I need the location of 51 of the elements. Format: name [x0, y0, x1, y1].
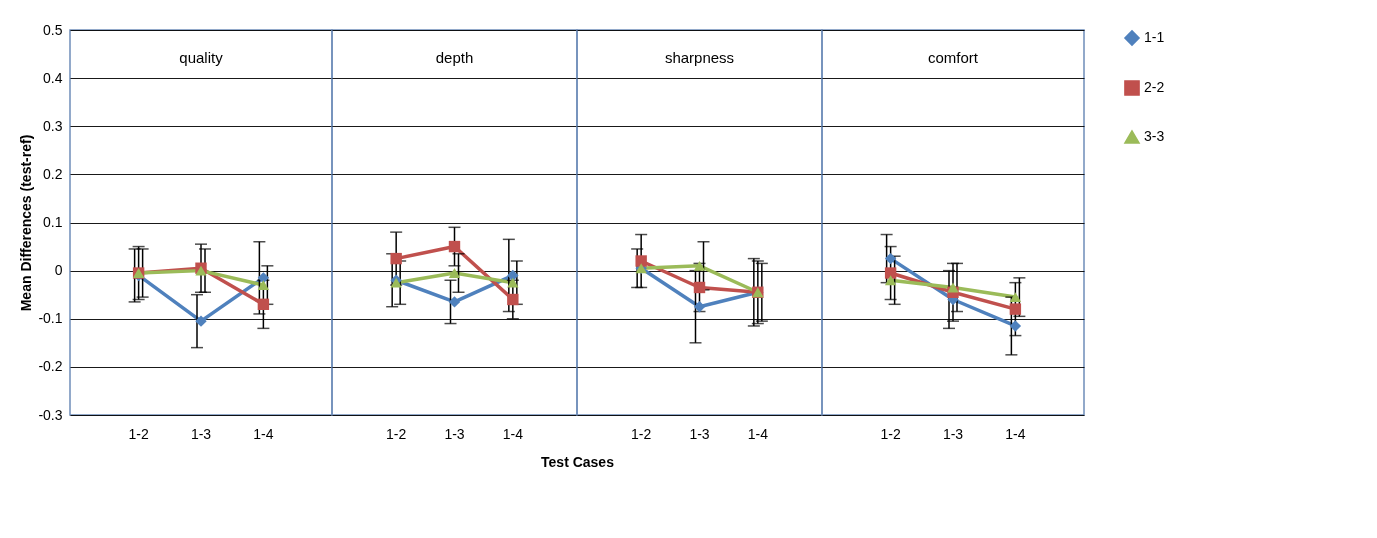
point	[257, 280, 270, 290]
y-tick-label: 0.2	[43, 165, 63, 182]
point	[884, 252, 897, 265]
y-tick-label: -0.3	[38, 406, 63, 423]
y-tick-label: -0.1	[38, 310, 63, 327]
x-tick-label: 1-2	[880, 425, 901, 442]
point	[507, 277, 519, 288]
x-tick-label: 1-3	[444, 425, 465, 442]
y-tick-label: 0	[54, 262, 63, 279]
point	[507, 293, 519, 306]
point	[635, 255, 647, 267]
text: comfort	[927, 49, 979, 66]
x-tick-label: 1-3	[689, 425, 710, 442]
x-tick-label: 1-2	[631, 425, 652, 442]
y-tick-label: -0.2	[38, 358, 63, 375]
point	[693, 301, 706, 313]
point	[257, 272, 270, 284]
point	[693, 281, 706, 294]
point	[1009, 303, 1022, 315]
x-tick-label: 1-4	[502, 425, 524, 442]
point	[884, 275, 897, 286]
point	[1009, 292, 1022, 303]
point	[1009, 320, 1022, 332]
y-tick-label: 0.5	[43, 21, 63, 38]
point	[195, 315, 207, 327]
point	[947, 282, 959, 293]
text: quality	[179, 49, 224, 66]
legend-label: 2-2	[1144, 79, 1165, 95]
text: sharpness	[664, 49, 735, 66]
text: depth	[435, 49, 474, 66]
x-tick-label: 1-4	[747, 425, 769, 442]
x-tick-label: 1-4	[1005, 425, 1026, 442]
point	[448, 240, 461, 253]
legend-label: 3-3	[1144, 128, 1165, 144]
y-tick-label: 0.3	[43, 117, 63, 134]
point	[448, 268, 461, 278]
x-tick-label: 1-2	[386, 425, 407, 442]
x-tick-label: 1-2	[128, 425, 149, 442]
point	[884, 267, 897, 279]
point	[448, 296, 461, 308]
y-tick-label: 0.4	[43, 69, 63, 86]
x-tick-label: 1-3	[190, 425, 212, 442]
point	[257, 298, 270, 311]
y-axis-title: Mean Differences (test-ref)	[18, 134, 35, 312]
point	[693, 260, 706, 271]
x-axis-title: Test Cases	[541, 453, 615, 470]
x-tick-label: 1-4	[253, 425, 274, 442]
point	[390, 252, 402, 265]
y-tick-label: 0.1	[43, 214, 63, 230]
x-tick-label: 1-3	[942, 425, 964, 442]
legend-label: 1-1	[1144, 29, 1165, 45]
